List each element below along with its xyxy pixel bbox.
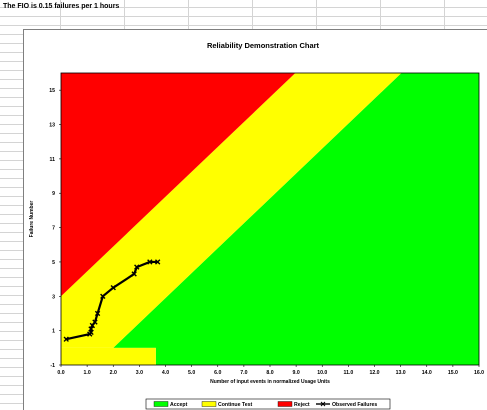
axes: 0.0 1.0 2.0 3.0 4.0 5.0 6.0 7.0 8.0 9.0 10.0 11.0 12…	[49, 88, 484, 376]
x-tick-label: 4.0	[162, 370, 169, 376]
y-tick-label: 3	[52, 294, 55, 300]
y-tick-label: 13	[49, 123, 55, 129]
legend-label-continue-test: Continue Test	[218, 402, 252, 408]
reliability-chart-svg: Reliability Demonstration Chart 0.0 1.0 2.…	[29, 41, 484, 410]
x-tick-label: 15.0	[448, 370, 458, 376]
y-tick-label: -1	[50, 363, 55, 369]
x-tick-label: 16.0	[474, 370, 484, 376]
y-tick-label: 11	[50, 157, 56, 163]
x-tick-label: 6.0	[214, 370, 221, 376]
data-point-marker	[154, 259, 161, 265]
legend-swatch-reject	[277, 401, 293, 407]
x-tick-label: 14.0	[422, 370, 432, 376]
y-axis-label: Failure Number	[29, 201, 35, 238]
x-tick-label: 0.0	[57, 370, 64, 376]
legend-marker-observed-failures	[320, 401, 326, 407]
y-tick-label: 15	[49, 88, 55, 94]
x-tick-label: 9.0	[293, 370, 300, 376]
legend-swatch-accept	[153, 401, 169, 407]
y-tick-label: 9	[52, 191, 55, 197]
data-point-marker	[147, 259, 153, 265]
data-point-marker	[131, 271, 137, 277]
legend-label-observed-failures: Observed Failures	[332, 402, 377, 408]
data-point-marker	[94, 310, 101, 317]
y-tick-label: 7	[52, 226, 55, 232]
x-tick-label: 11.0	[343, 370, 353, 376]
data-point-marker	[134, 264, 140, 270]
data-point-marker	[88, 326, 94, 332]
y-tick-label: 5	[52, 260, 55, 266]
data-point-marker	[110, 285, 116, 291]
data-point-marker	[63, 336, 69, 342]
x-tick-label: 3.0	[136, 370, 143, 376]
chart-area[interactable]: Reliability Demonstration Chart 0.0 1.0 2.…	[23, 29, 487, 410]
legend-label-accept: Accept	[170, 402, 188, 408]
x-tick-label: 1.0	[84, 370, 91, 376]
legend-swatch-continue-test	[201, 401, 217, 407]
region-continue-test	[61, 73, 402, 348]
x-tick-label: 7.0	[240, 370, 247, 376]
region-reject	[61, 73, 296, 297]
data-point-marker	[92, 319, 98, 325]
y-tick-label: 1	[52, 329, 55, 335]
x-tick-label: 5.0	[188, 370, 195, 376]
region-accept	[113, 73, 479, 365]
fio-text: The FIO is 0.15 failures per 1 hours	[3, 3, 120, 10]
x-tick-label: 8.0	[266, 370, 273, 376]
region-continue-test-band	[61, 347, 156, 365]
x-axis-label: Number of input events in normalized Usa…	[210, 379, 330, 385]
data-point-marker	[100, 293, 106, 299]
legend: Accept Continue Test Reject Observed Failur…	[145, 398, 391, 410]
legend-label-reject: Reject	[294, 402, 310, 408]
x-tick-label: 13.0	[396, 370, 406, 376]
plot-area	[60, 72, 480, 366]
chart-title: Reliability Demonstration Chart	[207, 41, 320, 50]
x-tick-label: 12.0	[369, 370, 379, 376]
x-tick-label: 10.0	[317, 370, 327, 376]
x-tick-label: 2.0	[110, 370, 117, 376]
